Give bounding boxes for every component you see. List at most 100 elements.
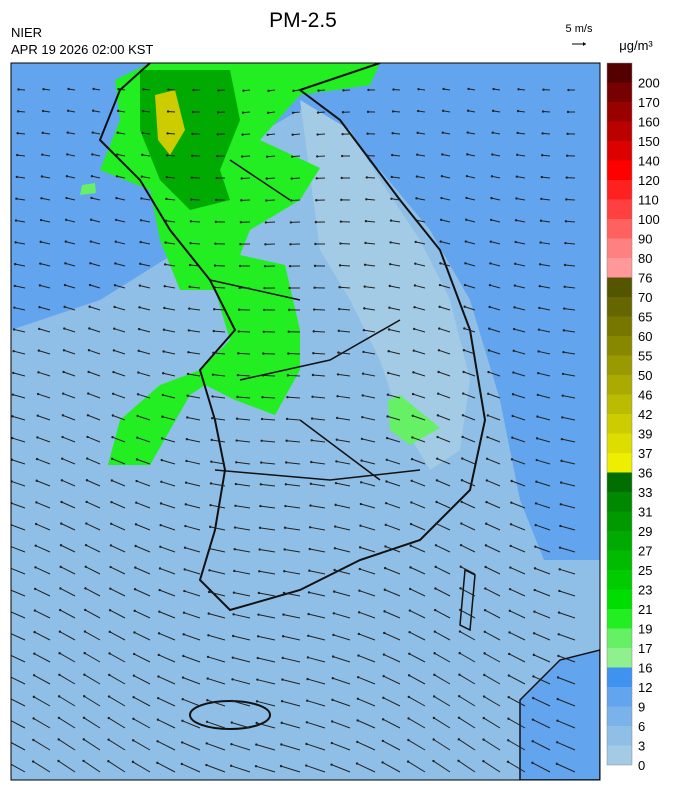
- colorbar-cell: [607, 180, 632, 200]
- wind-arrowhead: [32, 717, 34, 719]
- colorbar-cell: [607, 356, 632, 376]
- wind-arrowhead: [60, 522, 62, 524]
- wind-arrowhead: [255, 743, 257, 745]
- wind-arrowhead: [407, 717, 409, 719]
- wind-arrowhead: [89, 262, 91, 264]
- wind-arrowhead: [83, 652, 85, 654]
- wind-arrowhead: [533, 610, 535, 612]
- wind-arrowhead: [342, 89, 344, 91]
- wind-arrowhead: [358, 589, 360, 591]
- colorbar-cell: [607, 492, 632, 512]
- wind-scale-arrowhead: [583, 42, 586, 46]
- wind-arrowhead: [563, 307, 565, 309]
- wind-arrowhead: [383, 632, 385, 634]
- wind-arrowhead: [266, 134, 268, 136]
- colorbar-label: 170: [638, 95, 660, 110]
- wind-arrowhead: [208, 612, 210, 614]
- colorbar-label: 65: [638, 310, 652, 325]
- wind-arrowhead: [206, 742, 208, 744]
- wind-arrowhead: [282, 613, 284, 615]
- colorbar-label: 39: [638, 427, 652, 442]
- wind-arrowhead: [567, 111, 569, 113]
- wind-arrowhead: [92, 131, 94, 133]
- wind-arrowhead: [387, 393, 389, 395]
- wind-arrowhead: [488, 349, 490, 351]
- wind-arrowhead: [440, 219, 442, 221]
- wind-arrowhead: [160, 502, 162, 504]
- wind-arrowhead: [335, 482, 337, 484]
- wind-arrowhead: [290, 199, 292, 201]
- wind-arrowhead: [384, 567, 386, 569]
- wind-arrowhead: [360, 481, 362, 483]
- wind-arrowhead: [510, 501, 512, 503]
- wind-arrowhead: [510, 523, 512, 525]
- wind-arrowhead: [461, 457, 463, 459]
- wind-arrowhead: [356, 719, 358, 721]
- wind-arrowhead: [366, 154, 368, 156]
- wind-arrowhead: [365, 198, 367, 200]
- colorbar-cell: [607, 746, 632, 766]
- wind-arrowhead: [37, 371, 39, 373]
- wind-arrowhead: [142, 88, 144, 90]
- wind-arrowhead: [6, 761, 8, 763]
- wind-arrowhead: [113, 306, 115, 308]
- wind-arrowhead: [385, 524, 387, 526]
- wind-arrowhead: [490, 240, 492, 242]
- wind-arrowhead: [512, 371, 514, 373]
- wind-arrowhead: [316, 177, 318, 179]
- wind-arrowhead: [312, 374, 314, 376]
- wind-arrowhead: [566, 155, 568, 157]
- colorbar-label: 19: [638, 622, 652, 637]
- wind-arrowhead: [465, 197, 467, 199]
- wind-arrowhead: [487, 393, 489, 395]
- wind-arrowhead: [341, 177, 343, 179]
- wind-arrowhead: [531, 740, 533, 742]
- wind-arrowhead: [336, 417, 338, 419]
- wind-arrowhead: [62, 371, 64, 373]
- wind-arrowhead: [139, 241, 141, 243]
- wind-arrowhead: [239, 265, 241, 267]
- wind-arrowhead: [283, 548, 285, 550]
- wind-arrowhead: [389, 285, 391, 287]
- colorbar-cell: [607, 512, 632, 532]
- wind-arrowhead: [307, 635, 309, 637]
- wind-arrowhead: [416, 175, 418, 177]
- wind-arrowhead: [216, 177, 218, 179]
- wind-arrowhead: [181, 763, 183, 765]
- wind-arrowhead: [364, 242, 366, 244]
- wind-arrowhead: [83, 738, 85, 740]
- wind-arrowhead: [16, 176, 18, 178]
- wind-arrowhead: [132, 739, 134, 741]
- wind-arrowhead: [560, 481, 562, 483]
- wind-arrowhead: [331, 720, 333, 722]
- wind-arrowhead: [242, 111, 244, 113]
- wind-arrowhead: [156, 740, 158, 742]
- wind-arrowhead: [309, 548, 311, 550]
- wind-arrowhead: [35, 523, 37, 525]
- wind-arrowhead: [113, 327, 115, 329]
- wind-arrowhead: [216, 155, 218, 157]
- wind-arrowhead: [84, 630, 86, 632]
- wind-arrowhead: [116, 175, 118, 177]
- wind-arrowhead: [33, 696, 35, 698]
- wind-arrowhead: [305, 764, 307, 766]
- wind-arrowhead: [90, 197, 92, 199]
- wind-arrow: [215, 287, 225, 288]
- wind-arrowhead: [561, 394, 563, 396]
- wind-arrowhead: [110, 501, 112, 503]
- wind-arrowhead: [306, 678, 308, 680]
- colorbar-label: 70: [638, 290, 652, 305]
- wind-arrowhead: [414, 284, 416, 286]
- wind-arrowhead: [233, 570, 235, 572]
- wind-arrowhead: [460, 544, 462, 546]
- wind-arrowhead: [110, 544, 112, 546]
- wind-arrowhead: [163, 307, 165, 309]
- wind-arrowhead: [267, 90, 269, 92]
- wind-arrowhead: [241, 155, 243, 157]
- wind-arrowhead: [208, 591, 210, 593]
- colorbar-cell: [607, 707, 632, 727]
- wind-arrowhead: [560, 503, 562, 505]
- wind-arrowhead: [57, 738, 59, 740]
- wind-arrowhead: [109, 587, 111, 589]
- wind-arrowhead: [513, 306, 515, 308]
